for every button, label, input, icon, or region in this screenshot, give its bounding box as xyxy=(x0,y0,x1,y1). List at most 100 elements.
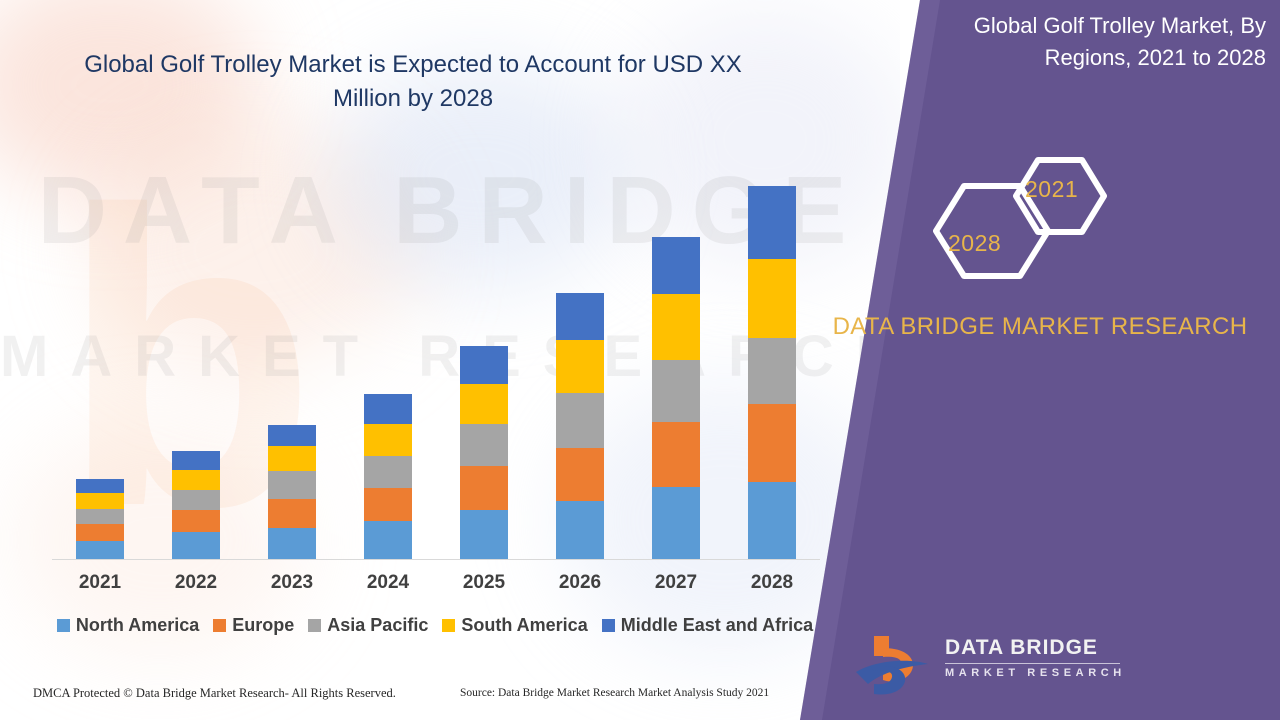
bar-segment xyxy=(748,186,796,259)
bar-segment xyxy=(268,528,316,559)
bar-segment xyxy=(76,479,124,493)
stacked-bar xyxy=(556,293,604,559)
hexagon-graphic: 2021 2028 xyxy=(920,138,1150,298)
bar-segment xyxy=(172,510,220,532)
hexagon-outlines xyxy=(933,157,1107,279)
bar-segment xyxy=(652,487,700,559)
bar-column xyxy=(148,150,244,559)
legend-label: Middle East and Africa xyxy=(620,615,814,635)
plot-area xyxy=(52,150,820,560)
bar-segment xyxy=(460,424,508,466)
bar-segment xyxy=(748,404,796,482)
bar-segment xyxy=(172,470,220,490)
chart-legend: North America Europe Asia Pacific South Ame… xyxy=(40,615,830,636)
stacked-bar xyxy=(76,479,124,559)
bar-segment xyxy=(364,521,412,559)
x-axis-labels: 2021 2022 2023 2024 2025 2026 2027 2028 xyxy=(52,572,820,594)
bar-segment xyxy=(556,501,604,559)
bar-segment xyxy=(652,360,700,422)
legend-item[interactable]: Europe xyxy=(213,615,294,636)
bar-segment xyxy=(364,394,412,424)
stacked-bar xyxy=(652,237,700,559)
bar-segment xyxy=(556,293,604,340)
legend-item[interactable]: Middle East and Africa xyxy=(601,615,814,636)
bar-column xyxy=(724,150,820,559)
bar-segment xyxy=(748,482,796,559)
stacked-bar xyxy=(268,425,316,559)
bar-segment xyxy=(268,425,316,446)
bar-group xyxy=(52,150,820,559)
bar-column xyxy=(340,150,436,559)
bar-column xyxy=(52,150,148,559)
x-axis-tick-2023: 2023 xyxy=(270,572,314,593)
hexagon-front-2021 xyxy=(1013,157,1107,235)
bar-segment xyxy=(268,499,316,528)
legend-label: Asia Pacific xyxy=(327,615,429,635)
stacked-bar xyxy=(364,394,412,559)
bar-column xyxy=(244,150,340,559)
bar-segment xyxy=(364,456,412,488)
bar-segment xyxy=(268,446,316,471)
logo-tagline: MARKET RESEARCH xyxy=(945,667,1126,680)
bar-segment xyxy=(652,237,700,294)
logo-divider xyxy=(945,663,1120,665)
bar-column xyxy=(532,150,628,559)
stacked-bar xyxy=(172,451,220,559)
source-note: Source: Data Bridge Market Research Mark… xyxy=(460,687,770,699)
bar-segment xyxy=(76,524,124,541)
brand-title: DATA BRIDGE MARKET RESEARCH xyxy=(832,313,1248,340)
legend-swatch-icon xyxy=(56,619,70,632)
hexagon-label-2028: 2028 xyxy=(948,230,1002,256)
legend-item[interactable]: South America xyxy=(442,615,588,636)
bar-segment xyxy=(652,422,700,487)
legend-swatch-icon xyxy=(442,619,456,632)
legend-swatch-icon xyxy=(308,619,322,632)
bar-segment xyxy=(652,294,700,360)
chart-panel: b DATA BRIDGE MARKET RESEARCH Global Gol… xyxy=(0,0,900,700)
bar-segment xyxy=(748,338,796,404)
bar-segment xyxy=(172,451,220,470)
bar-segment xyxy=(460,510,508,559)
legend-item[interactable]: Asia Pacific xyxy=(308,615,428,636)
bar-segment xyxy=(268,471,316,499)
panel-background-shape xyxy=(800,0,1280,720)
bar-segment xyxy=(460,384,508,424)
branding-panel: Global Golf Trolley Market, By Regions, … xyxy=(800,0,1280,720)
bar-segment xyxy=(364,488,412,521)
legend-label: Europe xyxy=(232,615,295,635)
x-axis-tick-2028: 2028 xyxy=(750,572,794,593)
panel-title: Global Golf Trolley Market, By Regions, … xyxy=(973,13,1266,70)
legend-swatch-icon xyxy=(601,619,615,632)
bar-segment xyxy=(460,346,508,384)
bar-segment xyxy=(460,466,508,510)
legend-swatch-icon xyxy=(213,619,227,632)
bar-segment xyxy=(172,490,220,510)
hexagon-label-2021: 2021 xyxy=(1025,176,1079,202)
logo-wordmark: DATA BRIDGE MARKET RESEARCH xyxy=(945,636,1126,679)
legend-label: North America xyxy=(75,615,200,635)
x-axis-tick-2022: 2022 xyxy=(174,572,218,593)
x-axis-tick-2026: 2026 xyxy=(558,572,602,593)
x-axis-tick-2027: 2027 xyxy=(654,572,698,593)
legend-item[interactable]: North America xyxy=(56,615,200,636)
bar-column xyxy=(628,150,724,559)
bar-segment xyxy=(364,424,412,456)
bar-column xyxy=(436,150,532,559)
logo-name: DATA BRIDGE xyxy=(945,636,1098,659)
stacked-bar xyxy=(460,346,508,559)
x-axis-tick-2021: 2021 xyxy=(78,572,122,593)
company-logo: DATA BRIDGE MARKET RESEARCH xyxy=(850,630,1150,700)
legend-label: South America xyxy=(461,615,588,635)
copyright-notice: DMCA Protected © Data Bridge Market Rese… xyxy=(33,686,396,700)
stacked-bar xyxy=(748,186,796,559)
bar-segment xyxy=(748,259,796,338)
logo-mark-icon xyxy=(856,636,928,695)
bar-segment xyxy=(172,532,220,559)
bar-segment xyxy=(76,493,124,509)
bar-segment xyxy=(556,448,604,501)
chart-title: Global Golf Trolley Market is Expected t… xyxy=(84,51,742,113)
bar-segment xyxy=(556,340,604,393)
bar-segment xyxy=(76,541,124,559)
x-axis-line xyxy=(52,559,820,560)
